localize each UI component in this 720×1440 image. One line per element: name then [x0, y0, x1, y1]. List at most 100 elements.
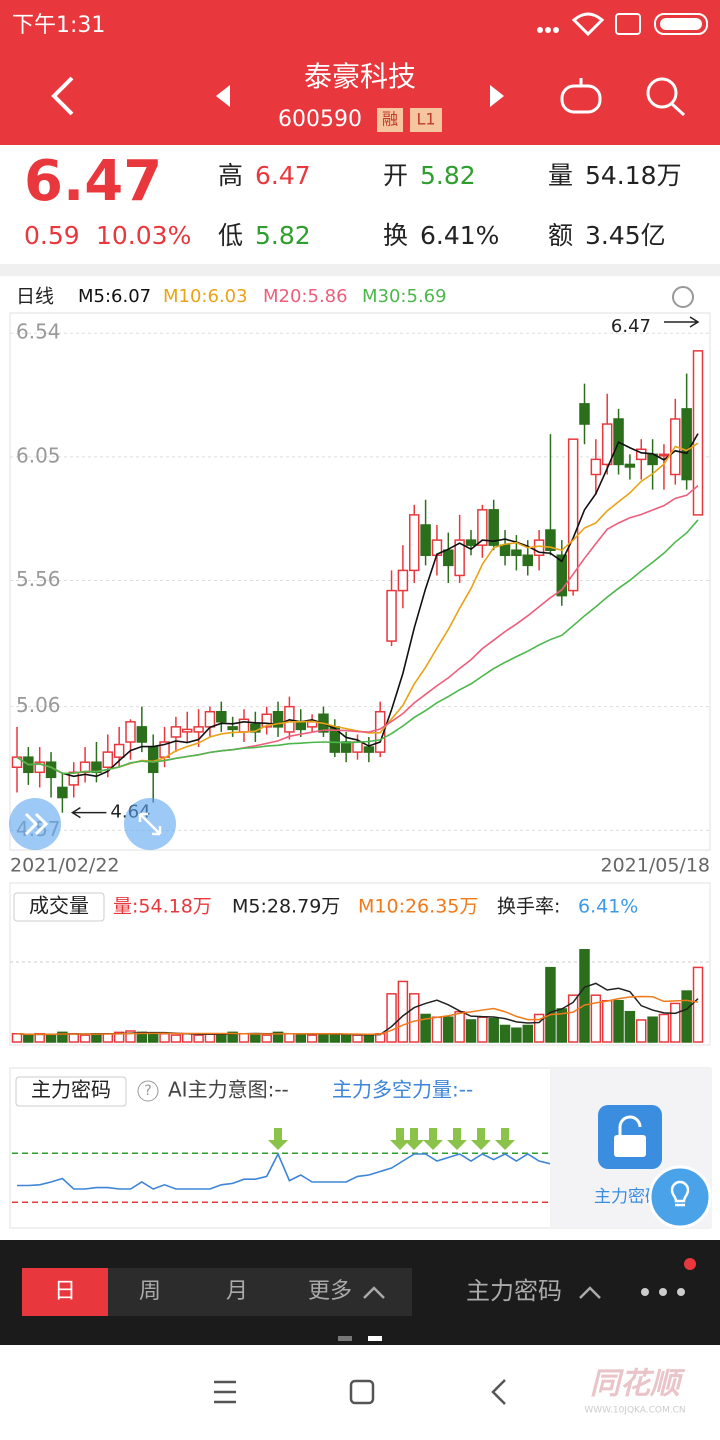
candle-body	[170, 726, 182, 738]
candle-body	[363, 746, 375, 753]
turnover: 6.41%	[578, 896, 638, 918]
candle-body	[522, 554, 533, 567]
candle-body	[125, 721, 136, 743]
candle-body	[658, 453, 670, 457]
tab[interactable]: 更多	[308, 1279, 352, 1304]
candle-body	[499, 544, 511, 557]
stat-label: 开	[383, 161, 408, 190]
candle-body	[204, 710, 216, 728]
volume-bar	[488, 1017, 499, 1043]
candle-body	[113, 743, 125, 758]
indicator-title-box[interactable]	[15, 1076, 127, 1107]
low-arrow	[70, 807, 107, 819]
volume-bar	[45, 1034, 57, 1043]
y-tick-label: 6.54	[16, 320, 61, 344]
candle-body	[567, 438, 579, 592]
volume-bar	[91, 1032, 102, 1043]
tab[interactable]: 周	[139, 1279, 161, 1304]
candle-body	[454, 539, 465, 577]
volume-bar	[182, 1032, 193, 1043]
volume-bar	[624, 1010, 636, 1043]
start-date: 2021/02/22	[10, 855, 120, 877]
volume-bar	[318, 1032, 329, 1043]
stat-value: 5.82	[420, 161, 476, 190]
y-tick-label: 5.06	[16, 693, 61, 717]
candle-body	[295, 721, 306, 731]
force-label: 主力多空力量:--	[332, 1078, 473, 1102]
tab-active[interactable]	[22, 1268, 108, 1316]
volume-title-box[interactable]	[13, 892, 105, 922]
volume-bar	[647, 1016, 658, 1043]
status-time: 下午1:31	[12, 13, 105, 38]
more-button[interactable]	[641, 1288, 685, 1296]
volume-bar	[113, 1031, 125, 1043]
candle-body	[193, 726, 204, 733]
nav-buttons[interactable]	[214, 1379, 506, 1405]
candle-body	[533, 539, 545, 557]
volume-bar	[363, 1034, 375, 1043]
settings-icon[interactable]	[672, 286, 694, 308]
robot-icon[interactable]	[560, 78, 602, 114]
volume-bar	[147, 1032, 159, 1043]
candle-body	[488, 509, 499, 546]
candle-body	[590, 458, 602, 476]
candle-body	[409, 514, 420, 572]
candle-body	[556, 554, 568, 597]
badge: L1	[416, 110, 435, 129]
help-icon[interactable]	[137, 1080, 159, 1102]
candle-body	[624, 463, 636, 468]
volume-bar	[681, 990, 692, 1043]
volume-bar	[522, 1024, 533, 1043]
candle-body	[465, 539, 477, 546]
chevron	[579, 1286, 601, 1299]
y-tick-label: 6.05	[16, 443, 61, 467]
tab[interactable]: 日	[54, 1279, 76, 1304]
chevron	[363, 1286, 385, 1299]
prev-stock[interactable]	[216, 85, 230, 107]
volume-bar	[102, 1032, 114, 1043]
volume-title: 成交量	[29, 894, 89, 918]
volume-bar	[284, 1032, 295, 1043]
volume-bar	[409, 993, 420, 1043]
site: WWW.10JQKA.COM.CN	[584, 1406, 685, 1416]
high-arrow	[664, 316, 700, 328]
ma-legend: M30:5.69	[362, 286, 447, 307]
help-mark: ?	[144, 1083, 151, 1099]
next-stock[interactable]	[490, 85, 504, 107]
candle-body	[57, 786, 68, 799]
volume-bar	[567, 994, 579, 1043]
volume-bar	[636, 1019, 647, 1043]
candle-body	[216, 710, 227, 723]
volume-bar	[159, 1032, 170, 1043]
separator	[0, 264, 720, 276]
stat-label: 高	[218, 161, 243, 190]
volume-bar	[125, 1030, 136, 1043]
bulb-icon	[670, 1180, 690, 1207]
back-button[interactable]	[51, 76, 74, 116]
stat-label: 量	[548, 161, 573, 190]
candle-body	[477, 509, 488, 546]
stock-name: 泰豪科技	[304, 60, 416, 93]
volume-bar	[477, 1016, 488, 1043]
volume-bar	[601, 999, 613, 1043]
price-frame	[9, 312, 711, 851]
ma-line	[16, 433, 699, 778]
search-icon[interactable]	[646, 77, 686, 117]
candle-body	[340, 741, 352, 753]
bulb-button[interactable]	[648, 1165, 712, 1229]
volume-bar	[68, 1032, 79, 1043]
lock-shackle	[618, 1115, 642, 1135]
volume-bar	[352, 1034, 363, 1043]
tab[interactable]: 月	[226, 1279, 248, 1304]
candle-body	[545, 529, 556, 551]
volume-bar	[579, 949, 590, 1043]
stat-label: 换	[383, 221, 408, 250]
candle-body	[386, 589, 397, 642]
volume-bar	[545, 966, 556, 1043]
last-price: 6.47	[24, 149, 162, 214]
tool-button[interactable]: 主力密码	[466, 1277, 562, 1305]
candle-body	[272, 710, 284, 728]
volume-bar	[238, 1032, 250, 1043]
